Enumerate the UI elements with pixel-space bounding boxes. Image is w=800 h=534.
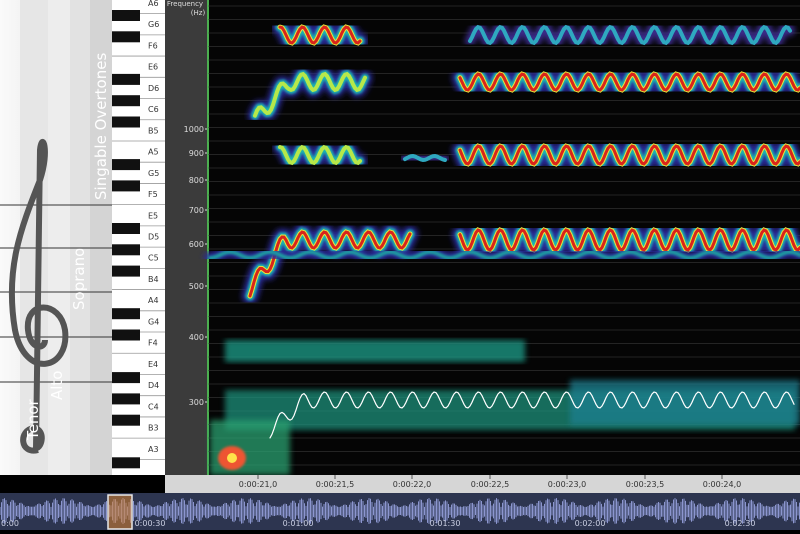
range-label: Alto: [48, 371, 66, 401]
time-label: 0:00:24,0: [703, 480, 741, 489]
spectral-traces: [204, 18, 800, 475]
range-label: Soprano: [70, 248, 88, 310]
note-label: C5: [148, 254, 159, 263]
black-key: [112, 10, 140, 21]
black-key: [112, 265, 140, 277]
energy-peak: [227, 453, 237, 463]
trace: [278, 25, 362, 45]
overview-label: 0:02:30: [725, 519, 756, 528]
frequency-label: 500: [189, 282, 204, 291]
note-label: D4: [148, 381, 159, 390]
frequency-label: 300: [189, 398, 204, 407]
selection-fill: [108, 495, 132, 529]
frequency-label: 900: [189, 149, 204, 158]
overview-label: 0:01:30: [430, 519, 461, 528]
trace: [458, 144, 800, 166]
frequency-label: 600: [189, 240, 204, 249]
axis-title: Frequency: [167, 0, 203, 8]
piano-keys: A6 G6 F6 E6 D6 C6 B5 A5 G5 F5 E5 D5 C5 B4 A4 G4 F4 E4 D4 C4…: [112, 0, 165, 469]
note-label: A5: [148, 148, 159, 157]
waveform: [0, 498, 800, 524]
treble-clef: [8, 139, 69, 454]
note-label: E4: [148, 360, 158, 369]
note-label: C6: [148, 105, 159, 114]
overview-waveform: [0, 495, 800, 529]
time-label: 0:00:23,5: [626, 480, 664, 489]
black-key: [112, 223, 140, 234]
trace: [208, 249, 800, 261]
frequency-label: 400: [189, 333, 204, 342]
trace: [403, 153, 447, 163]
note-label: B3: [148, 424, 159, 433]
energy-band: [570, 380, 800, 425]
note-label: G6: [148, 20, 159, 29]
overview-labels: 0:00 0:00:30 0:01:00 0:01:30 0:02:00 0:02:30: [1, 519, 755, 528]
voice-ranges: Tenor Alto Soprano Singable Overtones: [24, 53, 110, 441]
black-key: [112, 393, 140, 405]
black-key: [112, 159, 140, 171]
overview-label: 0:02:00: [575, 519, 606, 528]
range-band: [70, 0, 90, 475]
black-key: [112, 414, 140, 426]
note-label: A6: [148, 0, 159, 8]
time-label: 0:00:22,5: [471, 480, 509, 489]
trace: [458, 72, 800, 92]
black-key: [112, 308, 140, 320]
overview-label: 0:01:00: [283, 519, 314, 528]
range-label: Singable Overtones: [92, 53, 110, 200]
trace: [468, 24, 792, 46]
time-labels: 0:00:21,0 0:00:21,5 0:00:22,0 0:00:22,5 0:00…: [239, 475, 741, 489]
note-label: F6: [148, 41, 158, 50]
overview-label: 0:00: [1, 519, 19, 528]
overview-label: 0:00:30: [135, 519, 166, 528]
frequency-ruler: [165, 0, 208, 475]
range-band: [90, 0, 112, 475]
note-label: G5: [148, 169, 159, 178]
black-key: [112, 329, 140, 341]
frequency-label: 700: [189, 206, 204, 215]
time-label: 0:00:22,0: [393, 480, 431, 489]
note-label: B5: [148, 126, 159, 135]
black-key: [112, 95, 140, 107]
black-key: [112, 31, 140, 43]
trace: [278, 144, 362, 166]
range-band: [48, 0, 70, 475]
frequency-labels: Frequency(Hz) 1000 900 800 700 600 500 400 300: [167, 0, 208, 407]
note-label: D6: [148, 84, 159, 93]
frequency-label: 800: [189, 176, 204, 185]
trace: [253, 71, 367, 118]
overview-selection[interactable]: [107, 494, 133, 530]
energy-band: [225, 340, 525, 362]
black-key: [112, 457, 140, 469]
black-key: [112, 73, 140, 85]
note-label: E6: [148, 63, 158, 72]
note-label: D5: [148, 233, 159, 242]
trace: [269, 391, 795, 439]
frequency-label: 1000: [184, 125, 204, 134]
black-key: [112, 244, 140, 256]
time-ruler: [165, 475, 800, 493]
note-label: A4: [148, 296, 159, 305]
black-key: [112, 372, 140, 384]
time-label: 0:00:21,0: [239, 480, 277, 489]
energy-band: [210, 420, 290, 475]
note-label: E5: [148, 211, 158, 220]
note-label: A3: [148, 445, 159, 454]
note-label: C4: [148, 402, 159, 411]
black-key: [112, 116, 140, 128]
black-key: [112, 180, 140, 192]
range-label: Tenor: [24, 398, 42, 441]
note-label: G4: [148, 317, 159, 326]
note-label: F4: [148, 339, 158, 348]
note-label: F5: [148, 190, 158, 199]
time-label: 0:00:23,0: [548, 480, 586, 489]
trace: [458, 228, 800, 252]
note-label: B4: [148, 275, 159, 284]
axis-title: (Hz): [191, 9, 206, 17]
time-label: 0:00:21,5: [316, 480, 354, 489]
